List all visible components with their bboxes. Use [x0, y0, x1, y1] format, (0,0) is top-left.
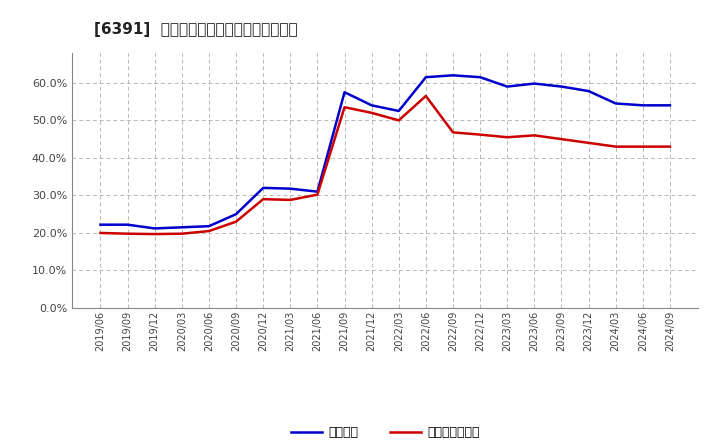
固定長期適合率 — [449, 130, 457, 135]
固定比率 — [286, 186, 294, 191]
固定比率 — [611, 101, 620, 106]
固定長期適合率 — [421, 93, 430, 99]
固定長期適合率 — [530, 133, 539, 138]
固定長期適合率 — [232, 219, 240, 224]
固定比率 — [367, 103, 376, 108]
Legend: 固定比率, 固定長期適合率: 固定比率, 固定長期適合率 — [286, 422, 485, 440]
固定長期適合率 — [178, 231, 186, 236]
固定長期適合率 — [286, 197, 294, 202]
固定長期適合率 — [395, 118, 403, 123]
固定比率 — [503, 84, 511, 89]
固定長期適合率 — [665, 144, 674, 149]
固定比率 — [232, 212, 240, 217]
固定長期適合率 — [313, 192, 322, 197]
固定長期適合率 — [96, 230, 105, 235]
固定長期適合率 — [476, 132, 485, 137]
固定長期適合率 — [584, 140, 593, 146]
固定比率 — [395, 108, 403, 114]
Line: 固定比率: 固定比率 — [101, 75, 670, 228]
Text: [6391]  固定比率、固定長期適合率の推移: [6391] 固定比率、固定長期適合率の推移 — [94, 22, 297, 37]
固定比率 — [96, 222, 105, 227]
固定比率 — [204, 224, 213, 229]
Line: 固定長期適合率: 固定長期適合率 — [101, 96, 670, 234]
固定比率 — [123, 222, 132, 227]
固定長期適合率 — [367, 110, 376, 115]
固定比率 — [421, 74, 430, 80]
固定比率 — [665, 103, 674, 108]
固定長期適合率 — [123, 231, 132, 236]
固定比率 — [259, 185, 268, 191]
固定長期適合率 — [204, 228, 213, 234]
固定比率 — [557, 84, 566, 89]
固定長期適合率 — [639, 144, 647, 149]
固定比率 — [530, 81, 539, 86]
固定長期適合率 — [150, 231, 159, 237]
固定比率 — [584, 88, 593, 94]
固定比率 — [449, 73, 457, 78]
固定比率 — [476, 74, 485, 80]
固定比率 — [313, 189, 322, 194]
固定長期適合率 — [557, 136, 566, 142]
固定比率 — [150, 226, 159, 231]
固定比率 — [639, 103, 647, 108]
固定長期適合率 — [341, 105, 349, 110]
固定比率 — [178, 225, 186, 230]
固定長期適合率 — [611, 144, 620, 149]
固定比率 — [341, 90, 349, 95]
固定長期適合率 — [259, 197, 268, 202]
固定長期適合率 — [503, 135, 511, 140]
